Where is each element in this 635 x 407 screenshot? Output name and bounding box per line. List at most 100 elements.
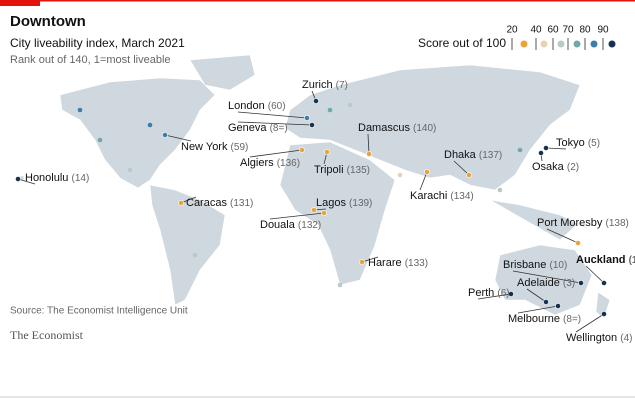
city-name: Caracas bbox=[186, 197, 227, 209]
leader-line bbox=[367, 133, 370, 155]
city-label: Port Moresby (138) bbox=[537, 217, 629, 229]
city-label: Tokyo (5) bbox=[556, 137, 600, 149]
city-dot bbox=[555, 303, 561, 309]
city-name: London bbox=[228, 100, 265, 112]
background-dots bbox=[77, 102, 523, 288]
city-rank: (131) bbox=[230, 198, 253, 209]
city-name: Harare bbox=[368, 257, 402, 269]
city-name: Port Moresby bbox=[537, 217, 603, 229]
city-name: Douala bbox=[260, 219, 296, 231]
legend-swatch bbox=[608, 40, 616, 48]
city-label: New York (59) bbox=[181, 141, 248, 153]
city-name: Auckland bbox=[576, 254, 626, 266]
city-dot bbox=[497, 187, 503, 193]
legend-swatch bbox=[540, 40, 548, 48]
city-rank: (132) bbox=[298, 220, 321, 231]
city-name: Lagos bbox=[316, 197, 346, 209]
leader-line bbox=[575, 313, 605, 333]
legend-swatch bbox=[520, 40, 528, 48]
legend-tick-label: 90 bbox=[597, 25, 609, 36]
leader-line bbox=[237, 121, 313, 126]
legend-tick-label: 70 bbox=[562, 25, 574, 36]
subtitle: City liveability index, March 2021 bbox=[10, 36, 185, 50]
city-dot bbox=[517, 147, 523, 153]
city-dot bbox=[127, 167, 133, 173]
city-name: Damascus bbox=[358, 122, 410, 134]
city-dot bbox=[397, 172, 403, 178]
leader-line bbox=[517, 305, 559, 314]
city-dot bbox=[359, 259, 365, 265]
title: Downtown bbox=[10, 13, 86, 30]
city-dot bbox=[543, 299, 549, 305]
city-rank: (134) bbox=[450, 191, 473, 202]
city-rank: (140) bbox=[413, 123, 436, 134]
city-dot bbox=[347, 102, 353, 108]
legend-tick-label: 20 bbox=[506, 25, 518, 36]
city-dot bbox=[178, 200, 184, 206]
city-rank: (2) bbox=[567, 162, 579, 173]
city-label: Melbourne (8=) bbox=[508, 313, 581, 325]
brand: The Economist bbox=[10, 328, 84, 342]
city-name: Karachi bbox=[410, 190, 447, 202]
city-name: Osaka bbox=[532, 161, 565, 173]
city-dot bbox=[424, 169, 430, 175]
city-label: Damascus (140) bbox=[358, 122, 436, 134]
city-rank: (14) bbox=[71, 173, 89, 184]
city-rank: (60) bbox=[268, 101, 286, 112]
city-name: Dhaka bbox=[444, 149, 477, 161]
city-label: Honolulu (14) bbox=[25, 172, 89, 184]
city-label: Caracas (131) bbox=[186, 197, 253, 209]
city-label: Douala (132) bbox=[260, 219, 321, 231]
city-dot bbox=[321, 210, 327, 216]
city-name: Melbourne bbox=[508, 313, 560, 325]
city-dot bbox=[313, 98, 319, 104]
leader-line bbox=[419, 171, 428, 191]
land bbox=[19, 54, 611, 319]
city-rank: (8=) bbox=[270, 123, 288, 134]
legend-swatch bbox=[590, 40, 598, 48]
city-dot bbox=[192, 252, 198, 258]
city-dot bbox=[299, 147, 305, 153]
leader-line bbox=[164, 134, 192, 142]
legend-tick-label: 40 bbox=[530, 25, 542, 36]
city-dot bbox=[508, 291, 514, 297]
city-name: New York bbox=[181, 141, 228, 153]
leader-line bbox=[17, 178, 36, 185]
city-label: Geneva (8=) bbox=[228, 122, 288, 134]
leader-line bbox=[526, 288, 547, 303]
legend-tick-label: 60 bbox=[547, 25, 559, 36]
city-name: Tokyo bbox=[556, 137, 585, 149]
city-label: Tripoli (135) bbox=[314, 164, 370, 176]
legend-swatch bbox=[573, 40, 581, 48]
leader-line bbox=[512, 270, 582, 284]
city-dot bbox=[162, 132, 168, 138]
city-dot bbox=[466, 172, 472, 178]
city-rank: (8=) bbox=[563, 314, 581, 325]
city-name: Wellington bbox=[566, 332, 617, 344]
city-dot bbox=[147, 122, 153, 128]
city-name: Brisbane bbox=[503, 259, 546, 271]
city-rank: (10) bbox=[549, 260, 567, 271]
city-label: Karachi (134) bbox=[410, 190, 474, 202]
city-name: Honolulu bbox=[25, 172, 68, 184]
leader-line bbox=[269, 212, 325, 220]
top-rule bbox=[0, 0, 635, 2]
city-rank: (135) bbox=[347, 165, 370, 176]
note: Rank out of 140, 1=most liveable bbox=[10, 54, 171, 66]
city-label: Perth (6) bbox=[468, 287, 510, 299]
city-label: London (60) bbox=[228, 100, 286, 112]
city-rank: (3) bbox=[563, 278, 575, 289]
leader-line bbox=[545, 147, 567, 150]
city-dot bbox=[324, 149, 330, 155]
city-rank: (7) bbox=[336, 80, 348, 91]
city-rank: (138) bbox=[605, 218, 628, 229]
city-dot bbox=[327, 107, 333, 113]
leader-line bbox=[477, 293, 512, 300]
leader-line bbox=[585, 265, 605, 284]
city-name: Algiers bbox=[240, 157, 274, 169]
leader-line bbox=[453, 160, 470, 176]
city-name: Perth bbox=[468, 287, 494, 299]
city-rank: (139) bbox=[349, 198, 372, 209]
leader-line bbox=[237, 111, 308, 119]
